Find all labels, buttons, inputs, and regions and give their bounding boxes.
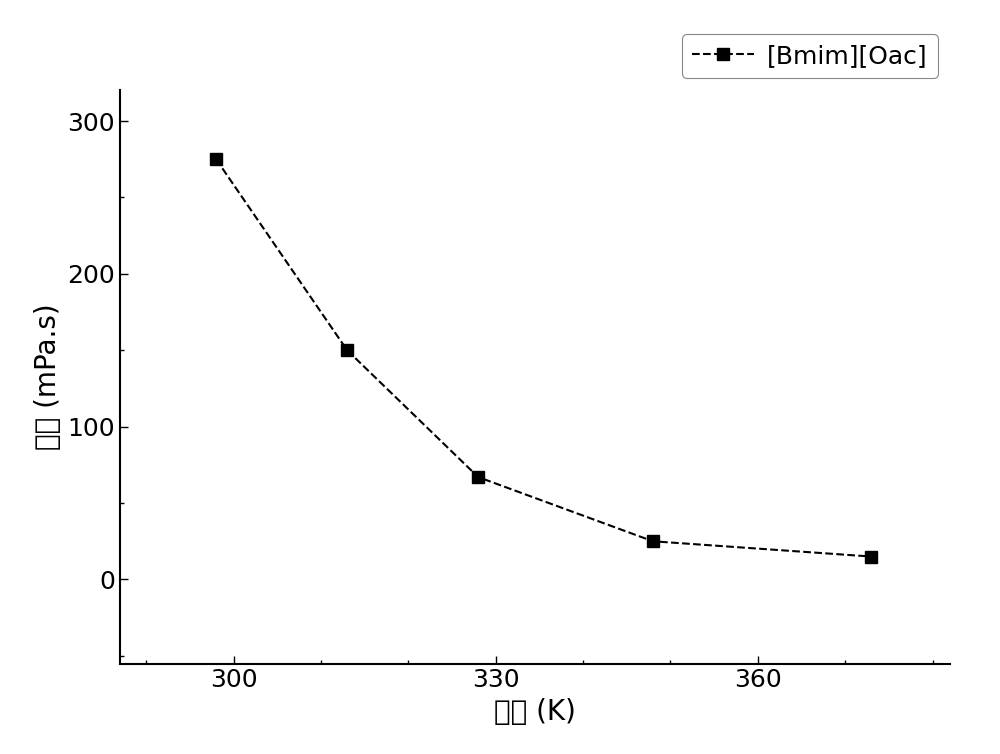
[Bmim][Oac] xyxy=(865,552,877,561)
Y-axis label: 粘度 (mPa.s): 粘度 (mPa.s) xyxy=(34,304,62,450)
[Bmim][Oac] xyxy=(472,473,484,482)
[Bmim][Oac] xyxy=(341,346,353,355)
[Bmim][Oac] xyxy=(647,537,659,546)
X-axis label: 温度 (K): 温度 (K) xyxy=(494,698,576,726)
Legend: [Bmim][Oac]: [Bmim][Oac] xyxy=(682,34,938,78)
[Bmim][Oac] xyxy=(210,155,222,164)
Line: [Bmim][Oac]: [Bmim][Oac] xyxy=(211,154,877,562)
